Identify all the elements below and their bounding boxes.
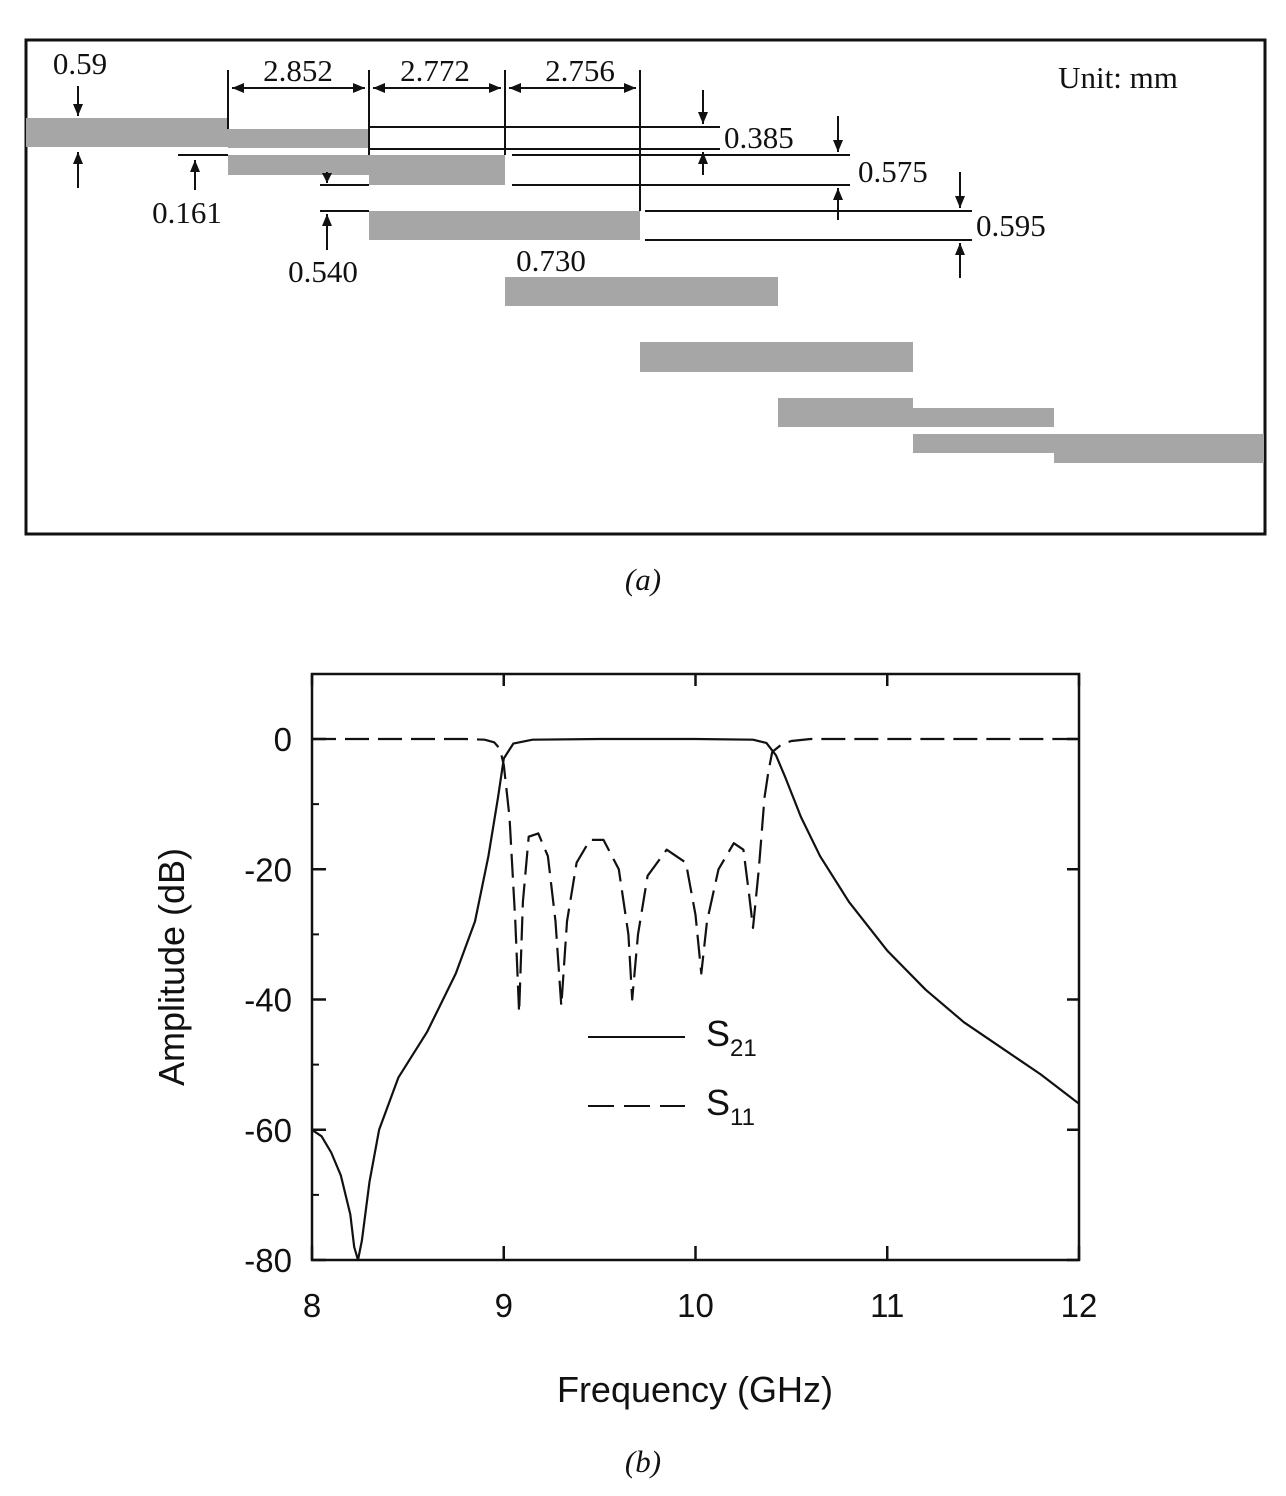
dim-label-0-161: 0.161: [152, 195, 222, 230]
caption-b: (b): [625, 1444, 661, 1479]
y-tick-label: -60: [244, 1112, 292, 1149]
dimension-arrows: [73, 83, 965, 255]
resonator-4-upper: [640, 277, 778, 306]
legend: S21 S11: [588, 1013, 757, 1131]
unit-label: Unit: mm: [1058, 60, 1178, 95]
caption-a: (a): [625, 562, 661, 597]
dim-label-0-595: 0.595: [976, 208, 1046, 243]
input-feed-line: [26, 118, 228, 147]
y-tick-label: 0: [274, 721, 292, 758]
resonator-3-lower-a: [505, 277, 640, 306]
x-tick-label: 9: [495, 1287, 513, 1324]
resonator-5-lower-a: [778, 398, 913, 427]
resonator-1-upper: [228, 129, 369, 148]
resonator-6-upper: [913, 408, 1054, 427]
dim-label-0-575: 0.575: [858, 154, 928, 189]
legend-label-s21: S21: [706, 1013, 757, 1062]
series-s21-line: [311, 737, 1080, 1262]
dim-label-0-59: 0.59: [53, 46, 107, 81]
resonator-2-lower-a: [369, 211, 505, 240]
dim-label-2-772: 2.772: [400, 53, 470, 88]
resonator-6-lower-a: [913, 434, 1054, 453]
legend-label-s11: S11: [706, 1082, 755, 1131]
resonator-4-lower-a: [640, 342, 778, 372]
x-tick-label: 10: [677, 1287, 714, 1324]
panel-b: 8 9 10 11 12 0 -20 -40 -60 -80 S21 S11 Frequency …: [151, 672, 1097, 1479]
y-tick-label: -20: [244, 851, 292, 888]
dimension-lines: [77, 70, 972, 278]
resonator-3-upper: [505, 211, 640, 240]
x-tick-label: 11: [870, 1287, 904, 1324]
panel-a: Unit: mm: [24, 38, 1267, 597]
x-tick-label: 8: [303, 1287, 321, 1324]
plot-frame: [310, 672, 1081, 1262]
output-feed-line: [1054, 434, 1264, 463]
dim-label-2-756: 2.756: [545, 53, 615, 88]
resonator-2-upper: [369, 155, 505, 185]
x-axis-label: Frequency (GHz): [557, 1369, 833, 1410]
axis-tick-labels: 8 9 10 11 12 0 -20 -40 -60 -80: [244, 721, 1097, 1324]
y-tick-label: -40: [244, 982, 292, 1019]
resonator-5-upper: [778, 342, 913, 372]
y-axis-label: Amplitude (dB): [151, 848, 192, 1086]
series-s11-line: [312, 737, 1079, 1014]
dim-label-0-540: 0.540: [288, 254, 358, 289]
layout-frame: [24, 38, 1267, 536]
plot-curves: [311, 737, 1080, 1262]
resonator-1-lower: [228, 155, 369, 175]
dim-label-0-730: 0.730: [516, 243, 586, 278]
dim-label-2-852: 2.852: [263, 53, 333, 88]
dim-label-0-385: 0.385: [724, 120, 794, 155]
axis-ticks: [310, 674, 1081, 1262]
filter-strips: [26, 118, 1264, 463]
y-tick-label: -80: [244, 1242, 292, 1279]
x-tick-label: 12: [1061, 1287, 1098, 1324]
